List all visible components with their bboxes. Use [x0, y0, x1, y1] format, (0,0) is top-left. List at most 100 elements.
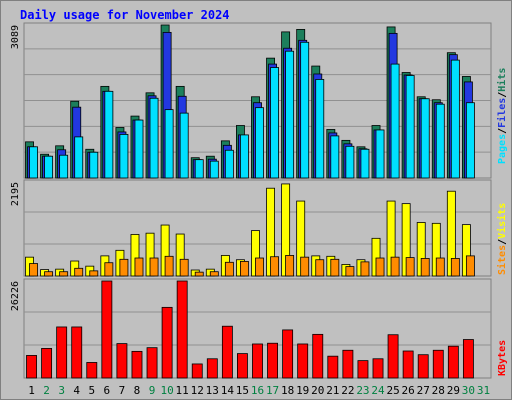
pages-bar [134, 119, 144, 179]
x-tick-label: 12 [191, 384, 204, 397]
x-tick-label: 4 [73, 384, 80, 397]
pages-bar [194, 159, 204, 179]
sites-bar [270, 256, 279, 277]
pages-bar [405, 75, 415, 179]
sites-bar [450, 258, 460, 277]
pages-bar [255, 107, 264, 179]
pages-bar [119, 134, 129, 179]
sites-bar [390, 256, 400, 277]
x-tick-label: 29 [447, 384, 460, 397]
sites-bar [209, 271, 219, 277]
x-tick-label: 3 [58, 384, 65, 397]
sites-bar [345, 266, 355, 277]
sites-bar [29, 263, 38, 277]
kbytes-bar [146, 347, 158, 379]
pages-bar [74, 136, 84, 179]
pages-bar [390, 63, 400, 179]
x-tick-label: 8 [134, 384, 141, 397]
x-tick-label: 17 [266, 384, 279, 397]
sites-bar [74, 267, 84, 277]
pages-bar [315, 79, 325, 179]
kbytes-bar [101, 280, 113, 379]
chart-title: Daily usage for November 2024 [20, 8, 230, 22]
x-tick-label: 31 [477, 384, 490, 397]
legend-sites: Sites [496, 245, 508, 275]
sites-bar [134, 257, 144, 277]
pages-bar [104, 90, 114, 179]
pages-bar [89, 151, 99, 179]
sites-bar [104, 262, 114, 277]
sites-bar [119, 258, 129, 277]
kbytes-bar [176, 280, 188, 379]
x-tick-label: 23 [356, 384, 369, 397]
kbytes-bar [297, 343, 309, 379]
sites-bar [465, 255, 475, 277]
kbytes-bar [312, 333, 324, 379]
kbytes-bar [357, 360, 369, 379]
kbytes-bar [191, 363, 203, 379]
sites-bar [315, 259, 325, 277]
x-tick-label: 25 [386, 384, 399, 397]
kbytes-bar [41, 348, 53, 379]
kbytes-bar [402, 350, 414, 379]
pages-bar [285, 50, 295, 179]
x-tick-label: 7 [119, 384, 126, 397]
x-tick-label: 9 [149, 384, 156, 397]
x-tick-label: 24 [371, 384, 385, 397]
kbytes-bar [282, 329, 294, 379]
kbytes-bar [116, 343, 128, 379]
y-max-label: 26226 [10, 281, 21, 311]
sites-bar [330, 258, 340, 277]
sites-bar [164, 255, 174, 277]
sites-bar [405, 257, 415, 277]
pages-bar [29, 146, 38, 179]
legend-sep2: / [497, 92, 508, 98]
pages-bar [44, 155, 54, 179]
sites-bar [360, 261, 370, 277]
pages-bar [179, 112, 189, 179]
kbytes-bar [86, 362, 98, 379]
x-tick-label: 14 [221, 384, 235, 397]
kbytes-bar [342, 349, 354, 379]
sites-bar [44, 271, 54, 277]
legend-visits: Visits [496, 203, 508, 239]
pages-bar [345, 145, 355, 179]
kbytes-bar [221, 325, 233, 379]
x-tick-label: 6 [104, 384, 111, 397]
legend-kbytes: KBytes [497, 340, 508, 376]
pages-bar [435, 103, 445, 179]
kbytes-bar [327, 355, 339, 379]
x-tick-label: 15 [236, 384, 249, 397]
kbytes-bar [417, 354, 429, 379]
pages-bar [360, 148, 370, 179]
sites-bar [285, 255, 295, 277]
legend-sep1: / [497, 128, 508, 134]
y-max-label: 3089 [10, 25, 21, 49]
kbytes-bar [432, 349, 444, 379]
sites-bar [420, 258, 430, 277]
sites-bar [224, 261, 234, 277]
sites-bar [179, 258, 189, 277]
x-tick-label: 18 [281, 384, 294, 397]
legend: Pages/Files/Hits [496, 68, 508, 164]
x-tick-label: 11 [176, 384, 189, 397]
legend-sep1: / [497, 239, 508, 245]
pages-bar [375, 129, 385, 179]
x-tick-label: 16 [251, 384, 264, 397]
x-tick-label: 21 [326, 384, 339, 397]
legend-files: Files [496, 98, 508, 128]
kbytes-bar [237, 353, 248, 379]
kbytes-bar [131, 350, 143, 379]
kbytes-bar [267, 342, 278, 379]
pages-bar [450, 59, 460, 179]
sites-bar [300, 256, 310, 277]
legend: Sites/Visits [496, 203, 508, 275]
y-max-label: 2195 [10, 182, 21, 206]
pages-bar [224, 149, 234, 179]
kbytes-bar [447, 345, 459, 379]
x-tick-label: 13 [206, 384, 219, 397]
legend: KBytes [497, 340, 508, 376]
kbytes-bar [206, 358, 218, 379]
kbytes-bar [462, 339, 474, 379]
